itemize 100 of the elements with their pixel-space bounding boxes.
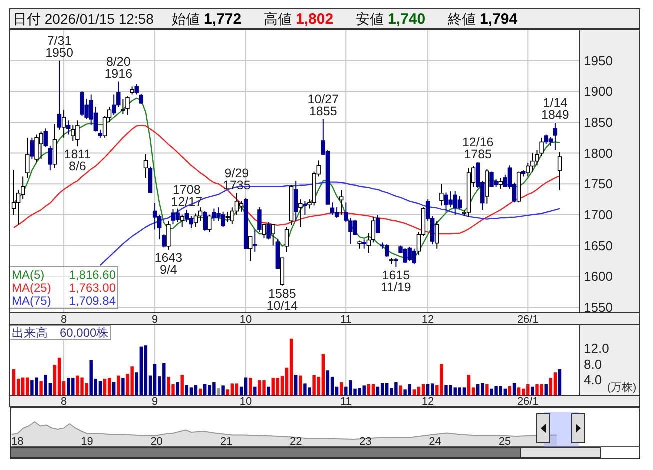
annotation: 1643 9/4 [154,251,183,278]
bar [108,378,112,396]
bar [267,386,270,396]
x-tick-label: 11 [340,314,352,326]
x-tick-label: 12 [422,396,434,408]
candlestick [239,200,244,212]
y-tick-label: 4.0 [584,372,602,388]
candlestick [44,128,48,148]
x-tick-label: 26/1 [517,314,539,326]
bar [544,384,548,396]
candlestick [208,214,212,233]
candlestick [362,239,366,250]
bar [217,388,220,396]
y-tick-label: 1550 [584,300,613,315]
candlestick [435,220,440,250]
y-tick-label: 1750 [584,176,613,192]
candlestick [371,216,376,244]
text: 終値 1,794 [447,11,518,28]
annotation: 1615 11/19 [381,268,412,294]
bar [153,364,157,396]
bar [399,386,402,396]
x-tick-label: 21 [220,436,233,448]
candlestick [266,222,271,240]
candlestick [376,214,380,234]
y-tick-label: 1700 [584,208,613,223]
candlestick [294,180,298,222]
y-tick-label: 1650 [584,238,613,254]
candlestick [340,190,344,216]
bar [517,388,521,396]
chart-title: 出来高 60,000株 [12,326,109,340]
bar [244,378,248,396]
annotation: 7/31 1950 [46,34,74,60]
bar [531,386,534,396]
y-tick-label: 1900 [584,84,613,100]
chart-title: 日付 2026/01/15 12:58 [13,11,154,27]
x-tick-label: 10 [240,314,252,326]
bar [117,376,120,396]
bar [176,382,180,396]
x-tick-label: 26/1 [517,396,539,408]
y-tick-label: 1850 [584,115,613,130]
y-axis-title: (万株) [607,381,637,394]
candlestick [139,94,144,104]
x-tick-label: 11 [340,396,352,408]
annotation: 10/27 1855 [308,92,340,118]
candlestick [12,169,16,216]
bar [294,374,298,396]
x-tick-label: 24 [429,436,442,448]
bar [103,378,107,396]
candlestick [180,214,184,228]
bar [58,358,62,396]
bar [122,378,125,396]
candlestick [66,120,71,136]
candlestick [248,236,253,262]
bar [426,384,430,396]
candlestick [198,207,203,222]
text: MA(75) 1,709.84 [12,294,116,308]
bar [326,370,330,396]
bar [254,386,257,396]
bar [422,384,426,396]
bar [222,386,225,396]
text: MA(25) 1,763.00 [12,281,116,295]
x-tick-label: 9 [152,314,158,326]
bar [12,369,16,396]
bar [112,382,116,396]
x-tick-label: 9 [152,396,158,408]
annotation: 8/20 1916 [104,54,133,81]
x-tick-label: 25 [498,436,512,448]
x-tick-label: 8 [60,396,68,408]
candlestick [303,200,308,216]
text: 安値 1,740 [356,11,426,28]
candlestick [262,224,266,239]
candlestick [330,202,335,216]
bar [340,382,344,396]
candlestick [203,210,208,232]
y-tick-label: 1800 [584,146,613,161]
annotation: 1/14 1849 [542,96,570,122]
annotation: 1585 10/14 [266,286,298,313]
candlestick [144,154,148,178]
bar [322,354,325,396]
y-tick-label: 12.0 [584,340,610,356]
text: 高値 1,802 [264,11,334,28]
bar [299,376,302,396]
candlestick [152,202,158,230]
candlestick [57,60,62,130]
candlestick [271,224,276,246]
candlestick [16,190,21,226]
candlestick [162,234,166,248]
annotation: 12/16 1785 [462,136,494,162]
candlestick [30,137,34,160]
x-tick-label: 19 [81,436,94,448]
y-tick-label: 8.0 [584,356,602,372]
candlestick [62,110,66,138]
bar [467,374,471,396]
bar [290,338,294,396]
candlestick [194,213,198,228]
text: 始値 1,772 [172,11,242,28]
candlestick [284,226,290,252]
bar [558,369,562,396]
bar [235,384,239,396]
y-tick-label: 1600 [584,269,613,284]
